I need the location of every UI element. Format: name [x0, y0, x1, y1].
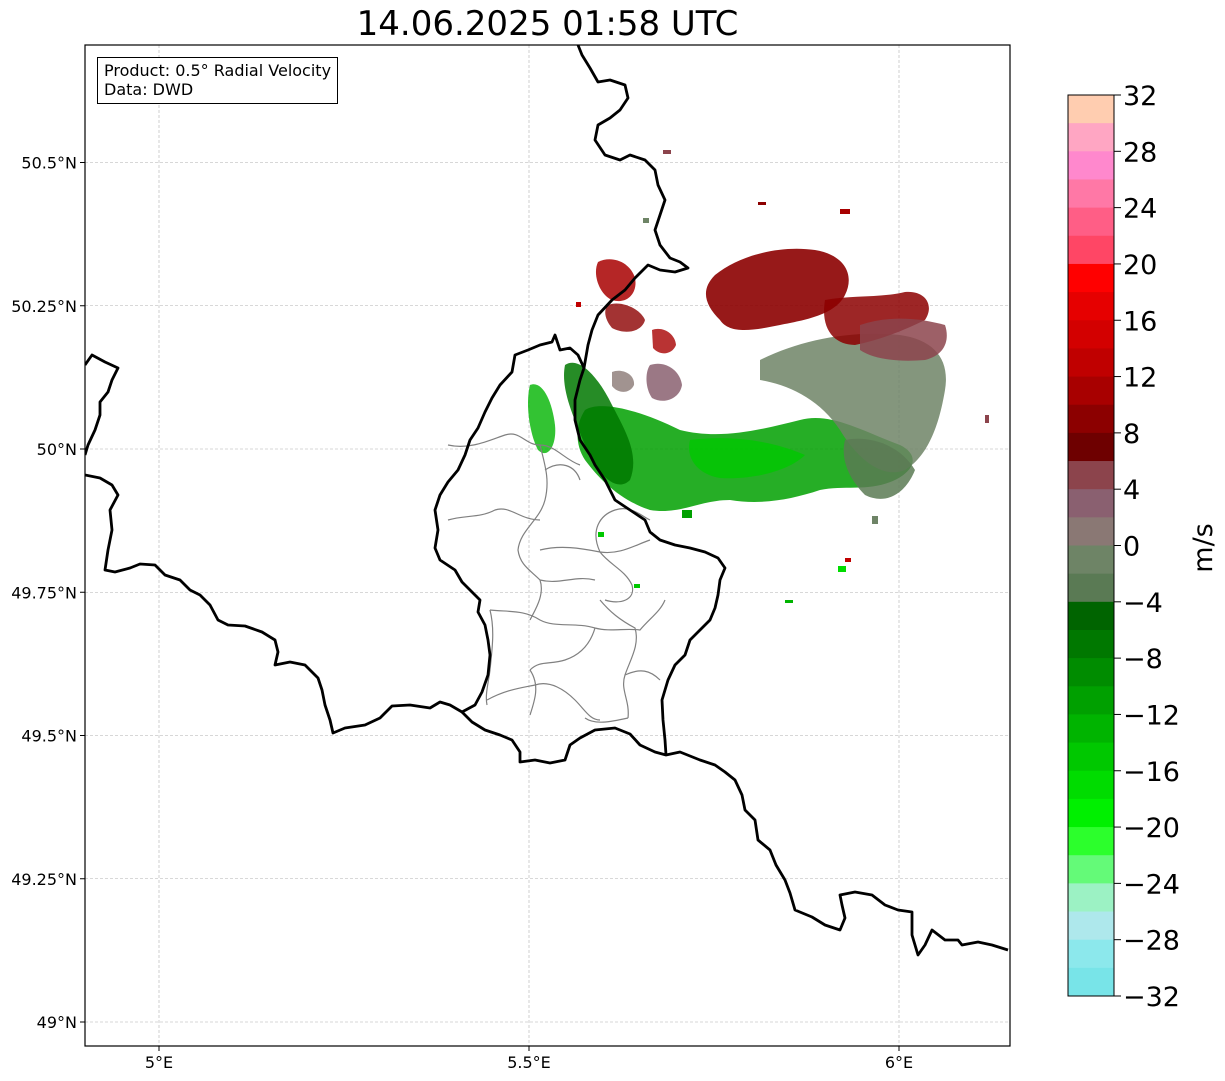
colorbar-segment: [1068, 770, 1114, 800]
echo-speck: [872, 516, 878, 524]
colorbar-tick-label: −32: [1123, 982, 1180, 1013]
colorbar-segment: [1068, 883, 1114, 913]
echo-speck: [663, 150, 671, 154]
colorbar-segment: [1068, 376, 1114, 406]
colorbar-segment: [1068, 686, 1114, 715]
colorbar-segment: [1068, 432, 1114, 462]
echo-speck: [634, 584, 640, 588]
colorbar-segment: [1068, 742, 1114, 772]
echo-red-north: [705, 248, 849, 330]
echo-speck: [598, 532, 604, 537]
colorbar-tick-label: −12: [1123, 700, 1180, 731]
velocity-colorbar: [1067, 94, 1115, 997]
map-background: [85, 45, 1010, 1046]
echo-green-southeast: [689, 438, 805, 479]
product-info-box: Product: 0.5° Radial Velocity Data: DWD: [97, 57, 339, 104]
colorbar-segment: [1068, 714, 1114, 744]
echo-speck: [576, 302, 581, 307]
echo-speck: [840, 209, 850, 214]
colorbar-tick-label: −16: [1123, 757, 1180, 788]
colorbar-segment: [1068, 179, 1114, 209]
echo-graygreen-southeast: [843, 438, 915, 499]
colorbar-segment: [1068, 123, 1114, 152]
radar-velocity-echoes: [527, 150, 989, 603]
echo-speck: [838, 566, 846, 572]
colorbar-segment: [1068, 798, 1114, 828]
colorbar-tick-label: −4: [1123, 588, 1163, 619]
colorbar-segment: [1068, 95, 1114, 124]
colorbar-tick-label: 0: [1123, 532, 1140, 563]
echo-speck: [985, 415, 989, 423]
echo-speck: [643, 218, 649, 223]
colorbar-tick-label: −8: [1123, 644, 1163, 675]
lon-tick-label: 5.5°E: [507, 1053, 551, 1072]
lat-tick-label: 49.25°N: [11, 870, 77, 889]
map-frame: [84, 44, 1011, 1047]
colorbar-segment: [1068, 967, 1114, 997]
echo-mauve-east: [860, 318, 947, 361]
lon-tick-label: 6°E: [885, 1053, 913, 1072]
colorbar-segment: [1068, 348, 1114, 378]
echo-red-northwest-patch: [605, 303, 645, 332]
echo-dark-green-west: [564, 362, 634, 485]
national-borders: [85, 45, 1009, 957]
colorbar-segment: [1068, 404, 1114, 434]
colorbar-segment: [1068, 827, 1114, 856]
colorbar-segment: [1068, 911, 1114, 941]
lat-tick-label: 50°N: [37, 440, 77, 459]
echo-speck: [758, 202, 766, 205]
echo-speck: [785, 600, 793, 603]
colorbar-tick-label: −28: [1123, 926, 1180, 957]
colorbar-segment: [1068, 207, 1114, 237]
colorbar-tick-label: 12: [1123, 363, 1157, 394]
colorbar-tick-label: 4: [1123, 475, 1140, 506]
echo-speck: [845, 558, 851, 562]
echo-red-northeast: [824, 291, 929, 345]
lat-tick-label: 50.25°N: [11, 297, 77, 316]
colorbar-segment: [1068, 517, 1114, 546]
echo-gray-west-patch: [612, 370, 635, 392]
colorbar-tick-label: 20: [1123, 250, 1157, 281]
colorbar-tick-label: 32: [1123, 81, 1157, 112]
colorbar-segment: [1068, 658, 1114, 687]
colorbar-tick-label: 28: [1123, 137, 1157, 168]
colorbar-segment: [1068, 320, 1114, 349]
lat-tick-label: 49°N: [37, 1013, 77, 1032]
lat-tick-label: 49.75°N: [11, 583, 77, 602]
colorbar-segment: [1068, 461, 1114, 490]
colorbar-tick-label: −20: [1123, 813, 1180, 844]
colorbar-segment: [1068, 151, 1114, 180]
colorbar-segment: [1068, 601, 1114, 631]
colorbar-tick-label: 16: [1123, 306, 1157, 337]
data-source-label: Data: DWD: [104, 80, 194, 99]
map-title: 14.06.2025 01:58 UTC: [356, 4, 739, 44]
colorbar-segment: [1068, 235, 1114, 265]
axis-ticks: 5°E5.5°E6°E6.5°E7°E49°N49.25°N49.5°N49.7…: [11, 154, 913, 1073]
colorbar-segment: [1068, 855, 1114, 884]
colorbar-segment: [1068, 489, 1114, 518]
lat-tick-label: 50.5°N: [21, 154, 77, 173]
echo-green-west-fringe: [527, 384, 556, 454]
echo-gray-north-patch: [646, 363, 682, 401]
admin-boundaries: [447, 433, 666, 723]
colorbar-ticks: 32 28 24 20 16 12 8 4 0 −4 −8 −12 −16 −20 −24 −28 −32: [1114, 81, 1180, 1013]
product-label: Product: 0.5° Radial Velocity: [104, 61, 332, 80]
colorbar-unit-label: m/s: [1188, 523, 1219, 572]
colorbar-tick-label: −24: [1123, 869, 1180, 900]
lat-tick-label: 49.5°N: [21, 727, 77, 746]
lon-tick-label: 5°E: [145, 1053, 173, 1072]
colorbar-tick-label: 8: [1123, 419, 1140, 450]
colorbar-tick-label: 24: [1123, 194, 1157, 225]
colorbar-segment: [1068, 263, 1114, 293]
colorbar-segment: [1068, 939, 1114, 969]
echo-speck: [682, 510, 692, 518]
colorbar-segment: [1068, 292, 1114, 321]
colorbar-segment: [1068, 629, 1114, 659]
echo-graygreen-east: [760, 333, 946, 473]
echo-red-center-patch: [652, 328, 676, 354]
colorbar-segment: [1068, 545, 1114, 575]
colorbar-segment: [1068, 573, 1114, 603]
